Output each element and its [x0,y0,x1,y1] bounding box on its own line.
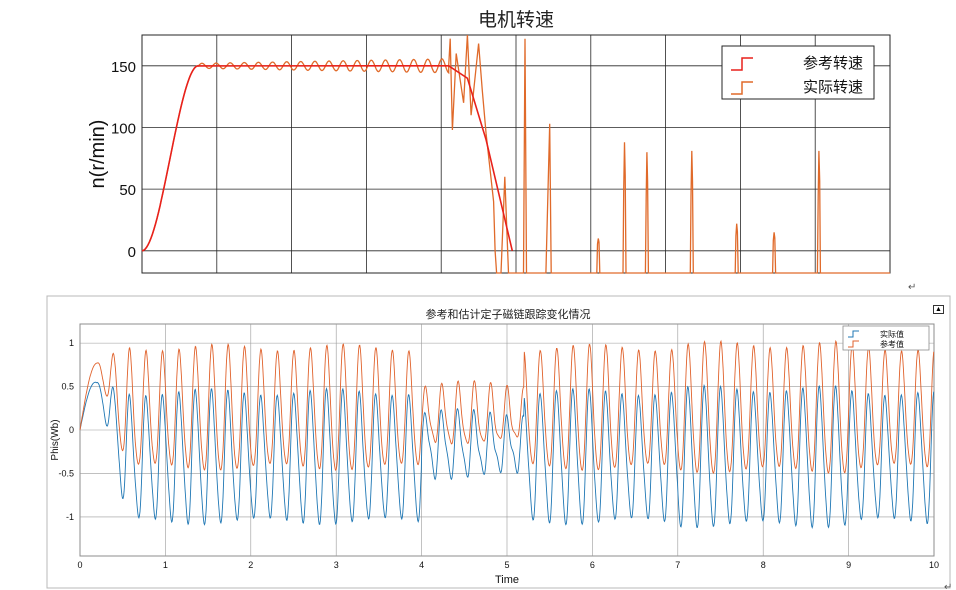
speed-actual-line [141,34,890,274]
flux-x-axis-label: Time [495,574,519,586]
speed-y-tick-label: 150 [111,59,136,76]
flux-chart: 参考和估计定子磁链跟踪变化情况 -1 -0.5 0 0.5 1 0 1 2 3 4 5 6 7 8 9 10… [50,307,939,586]
flux-lines [79,339,935,530]
flux-x-tick-label: 0 [77,560,82,570]
flux-legend-actual-label: 实际值 [880,329,904,339]
flux-x-tick-label: 2 [248,560,253,570]
flux-y-tick-label: -0.5 [58,468,74,478]
flux-legend-box [842,325,930,351]
flux-x-ticks: 0 1 2 3 4 5 6 7 8 9 10 [77,560,939,570]
flux-y-tick-label: -1 [66,512,74,522]
flux-y-tick-label: 0.5 [61,382,74,392]
speed-y-tick-label: 100 [111,120,136,137]
speed-y-ticks: 0 50 100 150 [111,59,136,261]
flux-x-tick-label: 4 [419,560,424,570]
flux-chart-title: 参考和估计定子磁链跟踪变化情况 [426,307,591,321]
flux-x-tick-label: 9 [846,560,851,570]
flux-reference-line [79,339,935,475]
speed-lines [141,34,890,274]
flux-legend-ref-swatch [848,340,859,348]
expand-icon[interactable]: ▲ [933,305,944,314]
legend-actual-swatch [731,81,753,95]
legend-ref-swatch [731,57,753,71]
flux-x-tick-label: 3 [334,560,339,570]
paragraph-mark-2: ↵ [944,582,952,590]
speed-y-tick-label: 50 [119,182,136,199]
flux-y-ticks: -1 -0.5 0 0.5 1 [58,338,74,522]
flux-legend-actual-swatch [848,330,859,338]
paragraph-mark-1: ↵ [908,282,916,293]
flux-x-tick-label: 1 [163,560,168,570]
speed-legend-box [721,45,875,100]
flux-legend-ref-label: 参考值 [880,339,904,349]
flux-x-tick-label: 5 [504,560,509,570]
flux-y-axis-label: Phis(Wb) [50,419,61,460]
flux-legend: 实际值 参考值 [842,325,930,351]
speed-chart-title: 电机转速 [478,9,554,31]
speed-chart: 电机转速 0 50 100 150 n(r/min) 参考转速 实际转速 [87,9,891,274]
flux-actual-line [79,381,935,530]
flux-figure-frame [46,295,951,589]
flux-x-tick-label: 6 [590,560,595,570]
legend-actual-label: 实际转速 [803,79,863,96]
flux-y-tick-label: 1 [69,338,74,348]
flux-x-tick-label: 8 [761,560,766,570]
speed-reference-line [141,64,514,252]
speed-y-tick-label: 0 [128,244,136,261]
flux-y-tick-label: 0 [69,425,74,435]
speed-y-axis-label: n(r/min) [87,120,109,189]
speed-legend: 参考转速 实际转速 [721,45,875,100]
flux-x-tick-label: 7 [675,560,680,570]
flux-x-tick-label: 10 [929,560,939,570]
legend-ref-label: 参考转速 [803,55,863,72]
